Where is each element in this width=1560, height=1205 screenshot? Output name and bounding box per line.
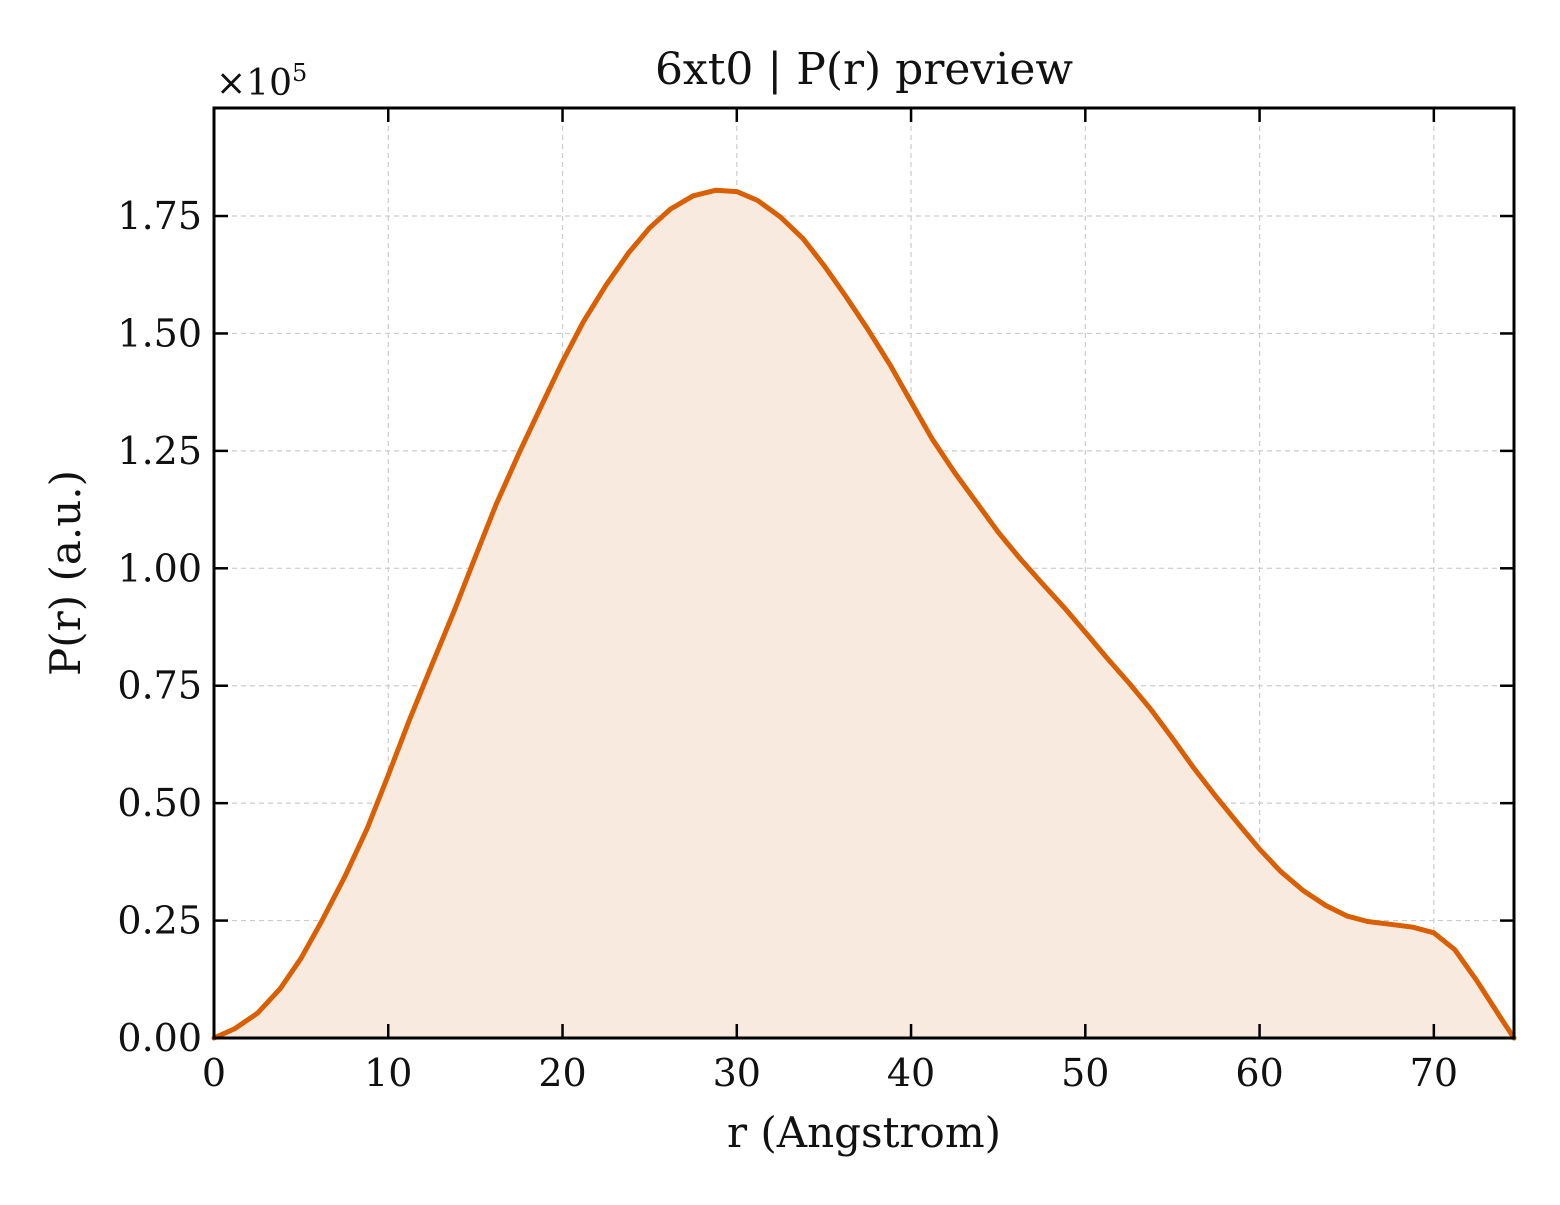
x-tick-label: 40 [887, 1051, 935, 1095]
chart-title: 6xt0 | P(r) preview [655, 44, 1073, 95]
y-tick-label: 0.25 [117, 899, 202, 943]
y-offset-exponent: 5 [292, 59, 307, 87]
y-axis-label: P(r) (a.u.) [41, 470, 90, 676]
x-tick-label: 60 [1235, 1051, 1283, 1095]
x-tick-label: 70 [1410, 1051, 1458, 1095]
pr-series-line [211, 187, 1517, 1041]
y-tick-label: 1.00 [117, 546, 202, 590]
x-tick-label: 20 [538, 1051, 586, 1095]
x-axis-label: r (Angstrom) [727, 1108, 1001, 1157]
y-tick-label: 1.25 [117, 429, 202, 473]
y-tick-label: 0.75 [117, 664, 202, 708]
pr-area-fill [214, 190, 1514, 1038]
x-tick-label: 10 [364, 1051, 412, 1095]
x-tick-label: 50 [1061, 1051, 1109, 1095]
line-layer [211, 187, 1517, 1041]
plot-frame [212, 106, 1516, 1040]
x-tick-label: 30 [713, 1051, 761, 1095]
y-tick-label: 1.75 [117, 194, 202, 238]
tick-layer: 0 10 20 30 40 50 60 70 0.00 0.25 0.50 0.75 1.00 1.25 1… [117, 108, 1514, 1095]
y-tick-label: 0.50 [117, 781, 202, 825]
x-tick-label: 0 [202, 1051, 226, 1095]
y-offset-base: ×10 [216, 63, 292, 104]
area-layer [214, 190, 1514, 1038]
y-tick-label: 1.50 [117, 311, 202, 355]
y-tick-label: 0.00 [117, 1016, 202, 1060]
y-offset-text: ×105 [216, 59, 307, 104]
